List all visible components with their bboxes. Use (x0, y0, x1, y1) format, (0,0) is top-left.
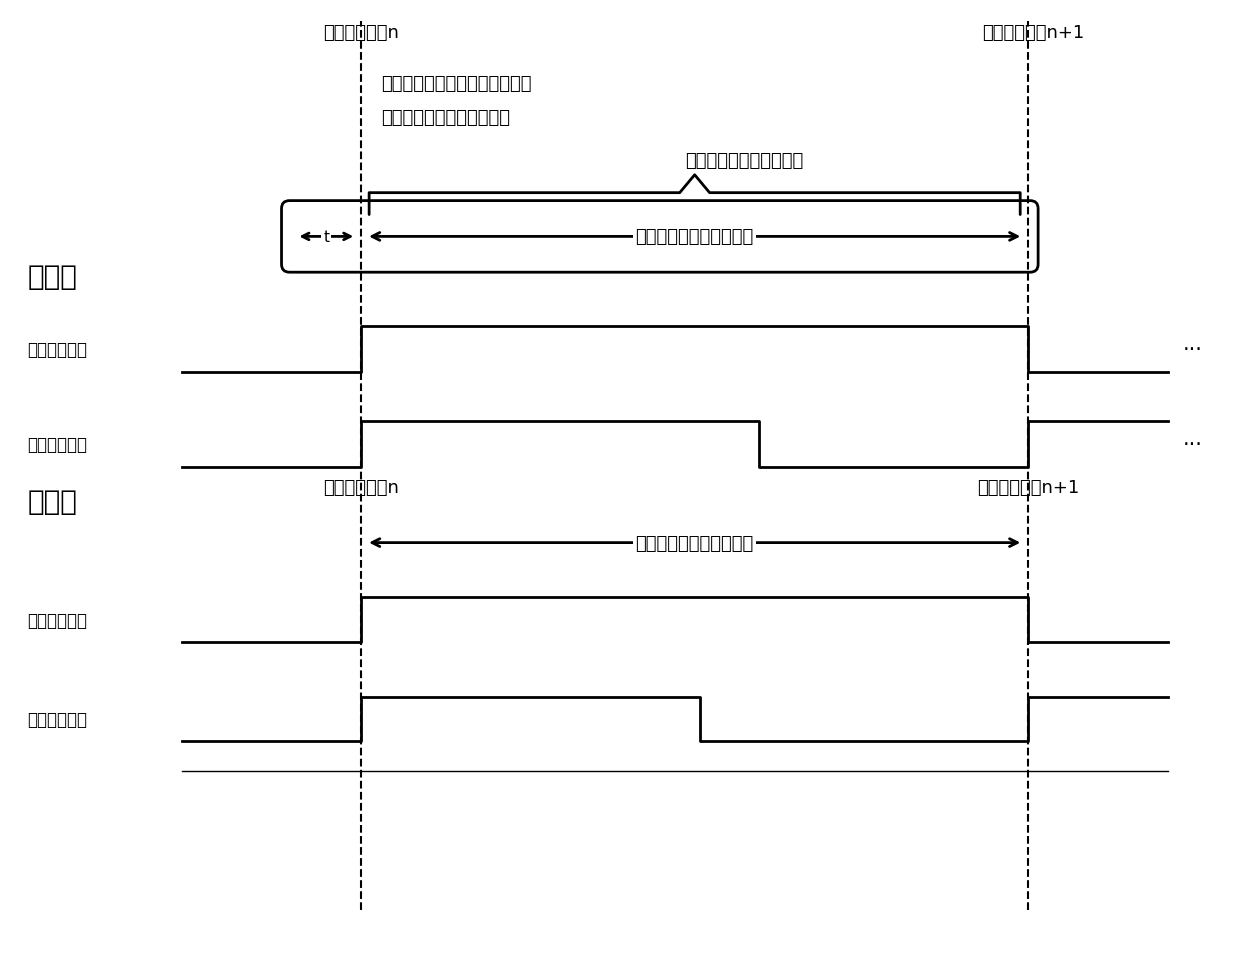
Text: 周期同步信号: 周期同步信号 (27, 436, 88, 454)
Text: 启动小帧节拍n: 启动小帧节拍n (324, 24, 399, 42)
Text: 当检测到慢通道周期同步信号上: 当检测到慢通道周期同步信号上 (381, 75, 532, 93)
Text: 慢通道: 慢通道 (27, 487, 78, 516)
Text: 快通道: 快通道 (27, 263, 78, 291)
Text: 定时中断信号: 定时中断信号 (27, 611, 88, 629)
Text: 启动小帧节拍n+1: 启动小帧节拍n+1 (982, 24, 1084, 42)
Text: 标准的定时中断间隔时间: 标准的定时中断间隔时间 (636, 534, 754, 552)
Text: 实际的定时中断间隔时间: 实际的定时中断间隔时间 (686, 152, 804, 170)
Text: ···: ··· (1183, 435, 1203, 455)
Text: 启动小帧节拍n+1: 启动小帧节拍n+1 (977, 478, 1079, 497)
Text: 定时中断信号: 定时中断信号 (27, 340, 88, 358)
Text: 标准的定时中断间隔时间: 标准的定时中断间隔时间 (636, 228, 754, 246)
Text: 升沿，重置定时中断计时器: 升沿，重置定时中断计时器 (381, 109, 510, 127)
Text: 周期同步信号: 周期同步信号 (27, 710, 88, 728)
Text: 启动小帧节拍n: 启动小帧节拍n (324, 478, 399, 497)
Text: t: t (324, 230, 330, 245)
Text: ···: ··· (1183, 339, 1203, 359)
